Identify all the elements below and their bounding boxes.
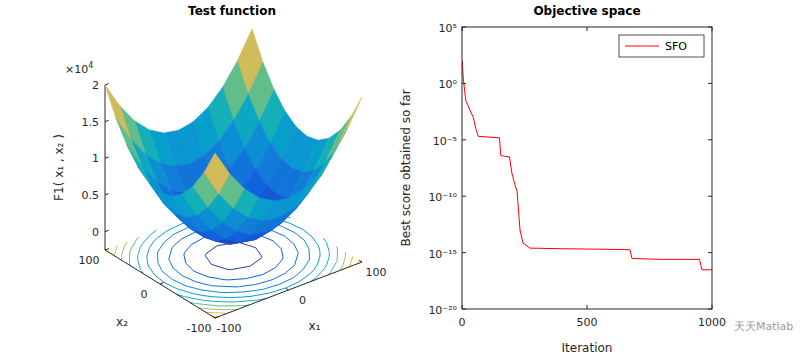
surface-patch [307, 155, 333, 195]
y-tick-label: 10⁵ [439, 22, 457, 35]
surface-patch [116, 118, 142, 166]
legend: SFO [619, 35, 704, 57]
x2-axis-label: x₂ [116, 315, 128, 329]
title: Objective space [533, 4, 640, 18]
x-tick-label: 0 [459, 316, 466, 329]
y-tick [462, 196, 712, 197]
z-multiplier-exponent: 4 [88, 61, 93, 70]
legend-box [619, 35, 704, 57]
contour-line [114, 199, 353, 314]
contour-line [108, 196, 359, 317]
contour-line [122, 202, 346, 310]
x2-axis-line [105, 250, 215, 318]
x2-tick [215, 317, 219, 318]
z-multiplier: ×104 [65, 61, 93, 76]
z-tick [105, 230, 109, 231]
x1-tick [212, 316, 215, 318]
background [0, 0, 810, 359]
y-tick [462, 252, 712, 253]
z-tick-label: 1.5 [82, 116, 100, 129]
surface-patch [292, 175, 318, 209]
contour-line [184, 232, 283, 280]
z-tick [105, 157, 109, 158]
x-axis-label: Iteration [562, 341, 613, 355]
watermark: 天天Matlab [734, 320, 793, 333]
series-group [462, 61, 712, 270]
y-tick-label: 10⁻¹⁰ [428, 191, 457, 204]
title: Test function [188, 4, 276, 18]
x2-tick [105, 249, 109, 250]
series-line [462, 61, 712, 270]
x1-tick [359, 260, 362, 262]
legend-swatch [625, 46, 659, 47]
y-tick-label: 10⁰ [439, 78, 458, 91]
contour-line [169, 225, 298, 287]
line-chart: 0 500 1000 10⁻²⁰ 10⁻¹⁵ 10⁻¹⁰ 10⁻⁵ 10⁰ 10⁵ SFO Obje… [399, 4, 793, 355]
x2-tick-label: -100 [187, 322, 212, 335]
x1-tick [286, 288, 289, 290]
x2-tick-label: 100 [79, 254, 100, 267]
legend-label: SFO [665, 40, 687, 53]
x2-tick-label: 0 [141, 288, 148, 301]
figure: -1000100-100010000.511.52×104Test functi… [0, 0, 810, 359]
axes-3d [105, 85, 362, 318]
x1-axis-line [215, 262, 362, 318]
x1-tick-label: -100 [217, 322, 242, 335]
x1-tick-label: 100 [366, 266, 387, 279]
z-multiplier-base: ×10 [65, 63, 88, 76]
z-tick [105, 84, 109, 85]
ticks-3d: -100 0 100 -100 0 100 0 0.5 1 1.5 2 [79, 79, 387, 335]
z-axis-line [105, 85, 106, 250]
contours [108, 196, 359, 317]
z-tick-label: 2 [92, 79, 99, 92]
contour-line [158, 219, 310, 292]
surface-patch [105, 85, 131, 139]
z-tick-label: 0.5 [82, 189, 100, 202]
x2-tick [160, 283, 164, 284]
z-tick-label: 1 [92, 152, 99, 165]
surface-chart: -100 0 100 -100 0 100 0 0.5 1 1.5 2 ×104 Test functi… [52, 4, 387, 335]
x-tick-label: 500 [577, 316, 598, 329]
x1-tick-label: 0 [299, 294, 306, 307]
surface [105, 29, 362, 244]
x1-axis-label: x₁ [309, 319, 321, 333]
surface-patch [325, 117, 351, 163]
y-tick-label: 10⁻²⁰ [428, 304, 457, 317]
surface-patch [127, 146, 153, 188]
surface-patch [204, 153, 230, 193]
plot-area [462, 27, 712, 309]
y-tick-label: 10⁻⁵ [433, 135, 457, 148]
x-tick-label: 1000 [698, 316, 726, 329]
y-tick [462, 83, 712, 84]
y-axis-label: Best score obtained so far [399, 89, 413, 246]
y-tick-label: 10⁻¹⁵ [428, 248, 457, 261]
plot-frame [462, 27, 712, 309]
x-tick [587, 27, 588, 309]
z-tick-label: 0 [92, 226, 99, 239]
contour-line [129, 206, 337, 306]
z-axis-label: F1( x₁ , x₂ ) [52, 134, 66, 201]
contour-line [205, 242, 261, 269]
z-tick [105, 194, 109, 195]
surface-patch [336, 97, 362, 149]
z-tick [105, 120, 109, 121]
ticks: 0 500 1000 10⁻²⁰ 10⁻¹⁵ 10⁻¹⁰ 10⁻⁵ 10⁰ 10⁵ [428, 22, 726, 329]
